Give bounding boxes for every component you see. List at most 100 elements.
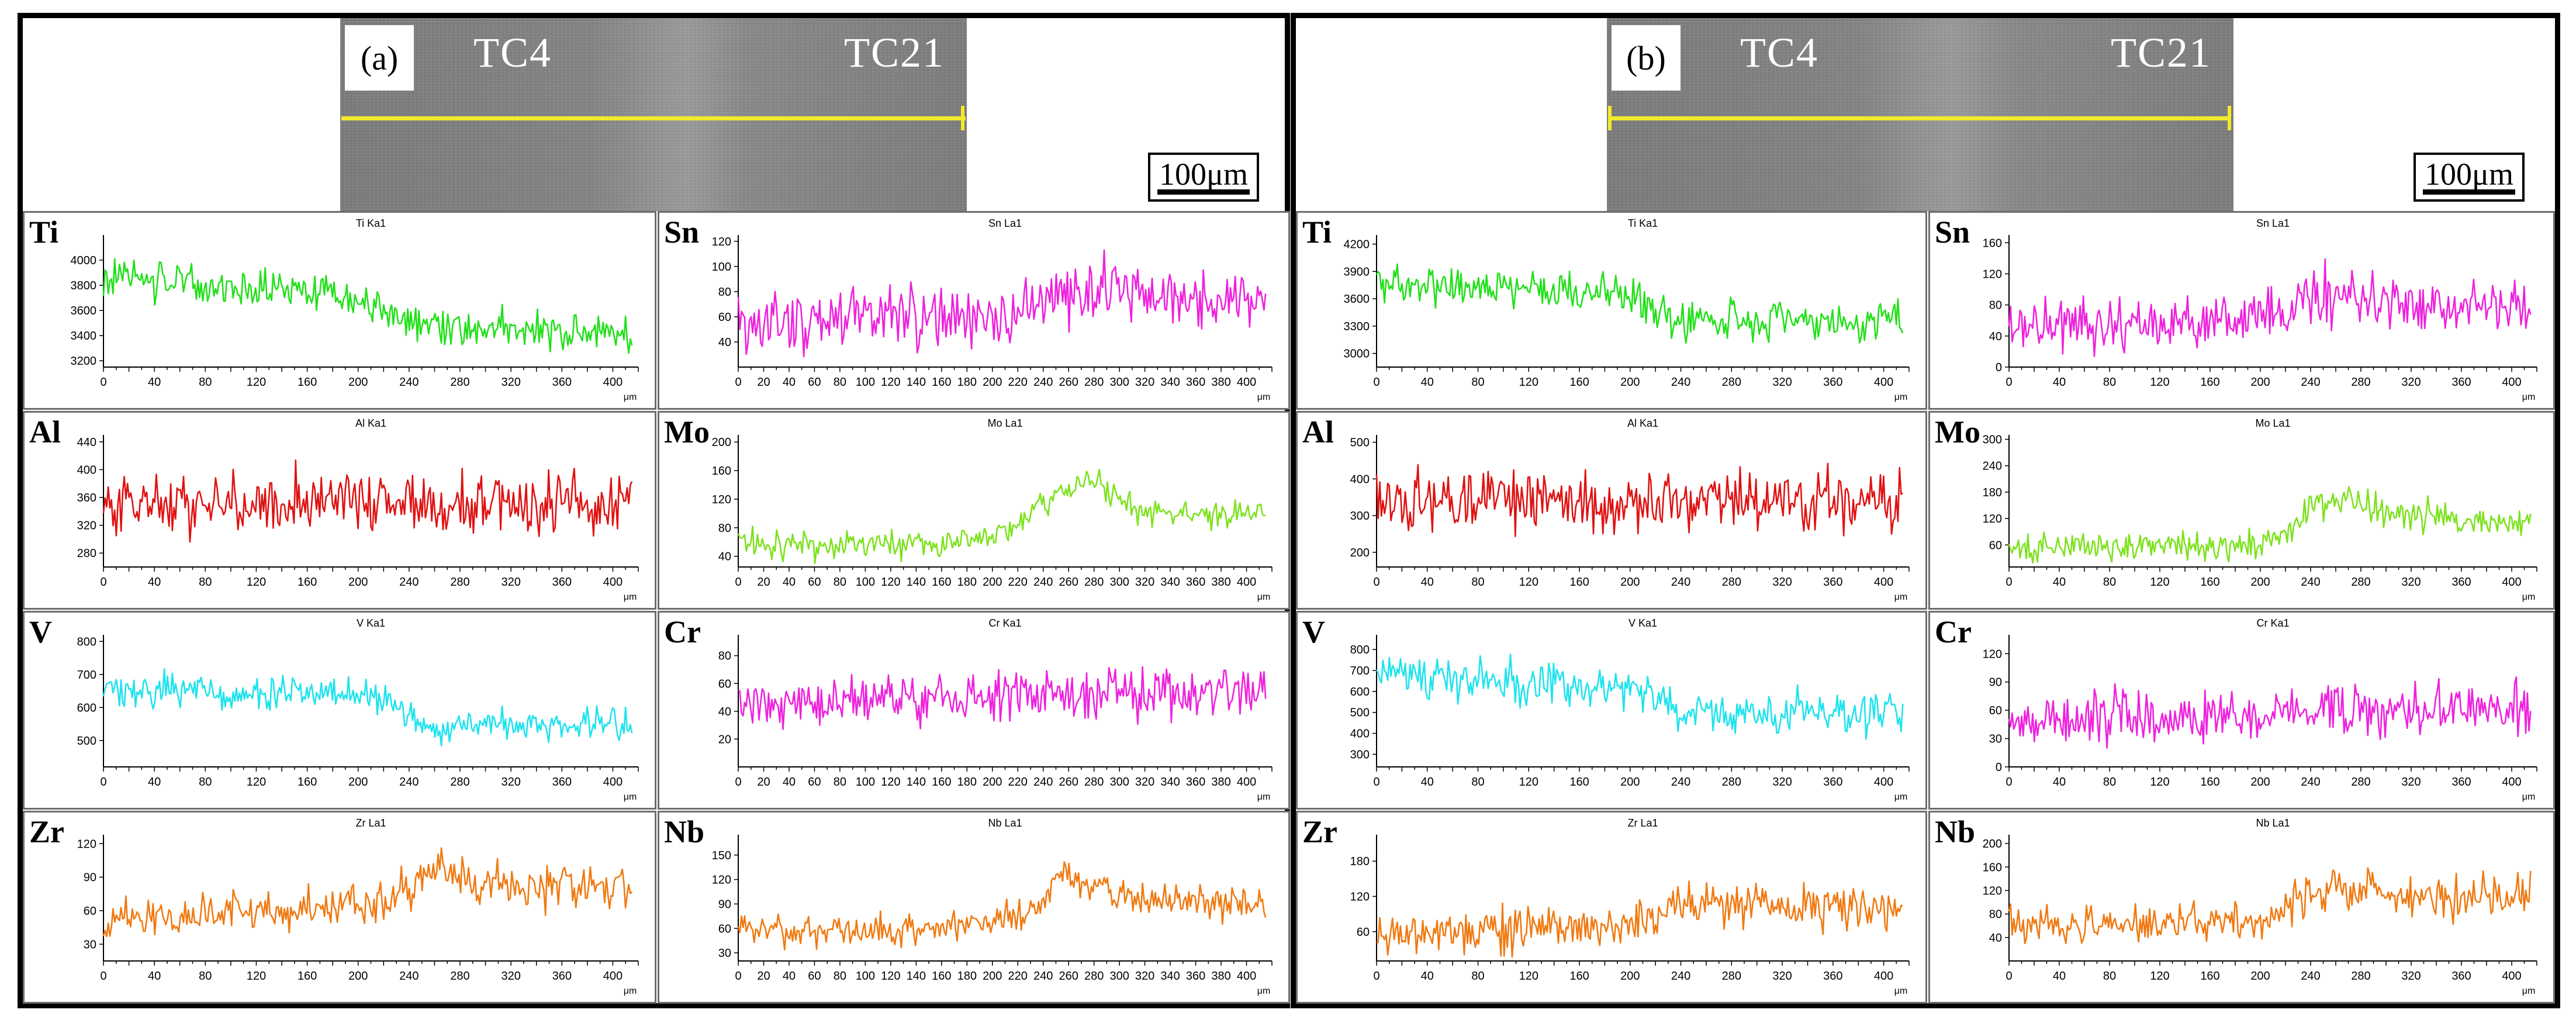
x-tick-label: 0 bbox=[100, 576, 106, 589]
scale-bar: 100μm bbox=[2414, 153, 2525, 202]
x-tick-label: 360 bbox=[552, 376, 572, 389]
y-tick-label: 30 bbox=[718, 947, 731, 960]
x-tick-label: 60 bbox=[808, 970, 821, 983]
x-tick-label: 320 bbox=[1772, 776, 1792, 789]
x-tick-label: 360 bbox=[1823, 376, 1842, 389]
x-tick-label: 280 bbox=[450, 776, 469, 789]
x-tick-label: 160 bbox=[932, 576, 951, 589]
x-tick-label: 160 bbox=[1569, 970, 1589, 983]
x-tick-label: 160 bbox=[1569, 776, 1589, 789]
x-tick-label: 40 bbox=[783, 776, 796, 789]
y-tick-label: 180 bbox=[1983, 486, 2002, 499]
x-tick-label: 80 bbox=[1471, 376, 1484, 389]
x-tick-label: 200 bbox=[1620, 970, 1640, 983]
chart-b-ti: Ti Ka1 0 40 80 120 160 200 240 280 320 360 400 μm 300… bbox=[1296, 211, 1927, 410]
x-tick-label: 320 bbox=[1135, 376, 1154, 389]
x-tick-label: 400 bbox=[2502, 970, 2521, 983]
x-tick-label: 240 bbox=[1033, 776, 1053, 789]
x-tick-label: 360 bbox=[1823, 776, 1842, 789]
x-tick-label: 120 bbox=[2150, 776, 2169, 789]
x-tick-label: 380 bbox=[1211, 776, 1230, 789]
x-tick-label: 280 bbox=[1084, 376, 1104, 389]
x-tick-label: 280 bbox=[2351, 970, 2370, 983]
x-tick-label: 360 bbox=[1823, 576, 1842, 589]
x-tick-label: 360 bbox=[2451, 576, 2471, 589]
x-tick-label: 400 bbox=[1237, 376, 1256, 389]
scale-bar-line bbox=[2423, 189, 2515, 195]
x-tick-label: 360 bbox=[1823, 970, 1842, 983]
x-tick-label: 160 bbox=[932, 970, 951, 983]
chart-a-sn: Sn La1 0 20 40 60 80 100 120 140 160 180 200 220 240 2… bbox=[658, 211, 1290, 410]
x-axis-label: μm bbox=[624, 592, 637, 602]
x-tick-label: 240 bbox=[2301, 970, 2320, 983]
y-tick-label: 3800 bbox=[71, 279, 97, 292]
x-tick-label: 220 bbox=[1008, 576, 1028, 589]
x-tick-label: 80 bbox=[199, 970, 212, 983]
x-axis-label: μm bbox=[2522, 986, 2536, 996]
x-tick-label: 140 bbox=[907, 376, 926, 389]
x-tick-label: 200 bbox=[2250, 776, 2270, 789]
y-tick-label: 40 bbox=[718, 336, 731, 349]
y-tick-label: 120 bbox=[1983, 513, 2002, 525]
y-tick-label: 80 bbox=[1989, 299, 2002, 312]
x-tick-label: 240 bbox=[2301, 376, 2320, 389]
sem-image-b: (b) TC4 TC21 bbox=[1607, 18, 2233, 211]
x-tick-label: 200 bbox=[983, 970, 1002, 983]
chart-b-zr: Zr La1 0 40 80 120 160 200 240 280 320 360 400 μm 60 1… bbox=[1296, 811, 1927, 1004]
y-tick-label: 300 bbox=[1350, 748, 1370, 761]
x-tick-label: 80 bbox=[834, 576, 846, 589]
y-tick-label: 40 bbox=[1989, 932, 2002, 945]
y-tick-label: 80 bbox=[718, 650, 731, 663]
x-tick-label: 40 bbox=[783, 576, 796, 589]
x-tick-label: 60 bbox=[808, 376, 821, 389]
x-tick-label: 40 bbox=[148, 576, 161, 589]
x-tick-label: 0 bbox=[100, 376, 106, 389]
y-tick-label: 3300 bbox=[1344, 320, 1370, 333]
x-axis-label: μm bbox=[1257, 392, 1271, 402]
x-tick-label: 400 bbox=[1874, 970, 1893, 983]
element-label: Al bbox=[29, 414, 61, 450]
x-axis-label: μm bbox=[2522, 592, 2536, 602]
chart-title: Mo La1 bbox=[987, 417, 1022, 429]
y-tick-label: 60 bbox=[718, 922, 731, 935]
element-label: Zr bbox=[1302, 814, 1337, 849]
x-tick-label: 0 bbox=[1373, 376, 1379, 389]
y-tick-label: 280 bbox=[77, 547, 96, 560]
x-tick-label: 120 bbox=[881, 970, 900, 983]
x-tick-label: 0 bbox=[1373, 970, 1379, 983]
x-tick-label: 320 bbox=[1135, 576, 1154, 589]
x-tick-label: 320 bbox=[1135, 970, 1154, 983]
chart-a-v: V Ka1 0 40 80 120 160 200 240 280 320 360 400 μm 500 6… bbox=[23, 611, 656, 810]
x-tick-label: 300 bbox=[1109, 776, 1129, 789]
x-tick-label: 260 bbox=[1059, 576, 1078, 589]
x-tick-label: 120 bbox=[881, 576, 900, 589]
scan-line-start bbox=[1608, 106, 1612, 130]
x-tick-label: 260 bbox=[1059, 376, 1078, 389]
x-tick-label: 300 bbox=[1109, 576, 1129, 589]
x-tick-label: 400 bbox=[2502, 776, 2521, 789]
x-tick-label: 400 bbox=[2502, 576, 2521, 589]
x-tick-label: 240 bbox=[399, 970, 419, 983]
x-tick-label: 0 bbox=[100, 776, 106, 789]
y-tick-label: 3000 bbox=[1344, 348, 1370, 361]
y-tick-label: 3600 bbox=[71, 305, 97, 317]
x-tick-label: 160 bbox=[932, 776, 951, 789]
y-tick-label: 120 bbox=[712, 236, 731, 248]
x-tick-label: 240 bbox=[399, 576, 419, 589]
x-tick-label: 320 bbox=[2401, 776, 2421, 789]
x-tick-label: 160 bbox=[298, 576, 317, 589]
x-tick-label: 400 bbox=[1237, 576, 1256, 589]
scale-bar: 100μm bbox=[1148, 153, 1259, 202]
x-tick-label: 80 bbox=[199, 776, 212, 789]
x-tick-label: 240 bbox=[2301, 776, 2320, 789]
left-material-label: TC4 bbox=[1740, 29, 1819, 76]
x-tick-label: 140 bbox=[907, 776, 926, 789]
x-tick-label: 0 bbox=[735, 376, 741, 389]
x-axis-label: μm bbox=[2522, 792, 2536, 802]
line-chart: Sn La1 0 20 40 60 80 100 120 140 160 180 200 220 240 2… bbox=[712, 217, 1273, 402]
element-label: Mo bbox=[1935, 414, 1980, 450]
x-tick-label: 400 bbox=[603, 576, 623, 589]
